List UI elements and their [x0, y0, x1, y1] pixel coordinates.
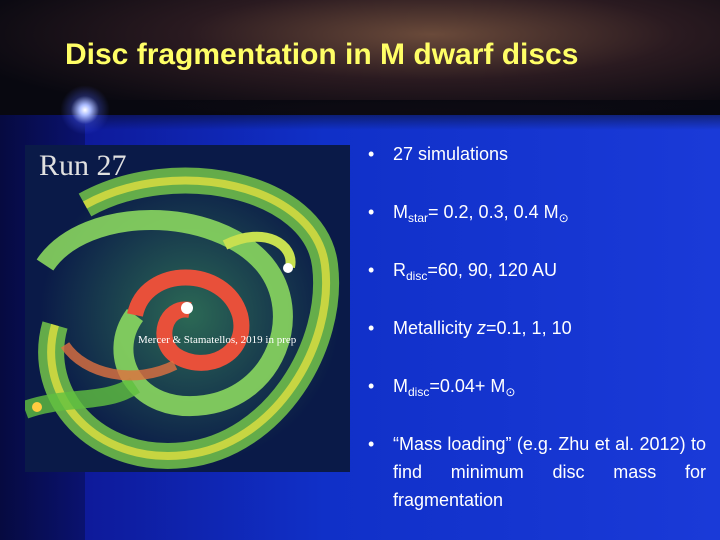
simulation-image: Run 27: [25, 145, 350, 472]
subscript: disc: [406, 269, 428, 283]
star-glow: [60, 85, 110, 135]
space-fade: [0, 100, 720, 130]
bullet-item: Rdisc=60, 90, 120 AU: [368, 256, 706, 314]
subscript: disc: [408, 385, 430, 399]
figure-label: Run 27: [39, 149, 127, 182]
bullet-text: M: [393, 376, 408, 396]
subscript: ⊙: [505, 385, 516, 399]
subscript: ⊙: [558, 211, 569, 225]
bullet-text: z: [477, 318, 487, 338]
bullet-text: =0.1, 1, 10: [486, 318, 572, 338]
bullet-text: R: [393, 260, 406, 280]
bullet-text: = 0.2, 0.3, 0.4 M: [428, 202, 559, 222]
bullet-item: Metallicity z=0.1, 1, 10: [368, 314, 706, 372]
bullet-text: Metallicity: [393, 318, 478, 338]
bullet-text: “Mass loading” (e.g. Zhu et al. 2012) to…: [393, 434, 706, 510]
bullet-text: =0.04+ M: [429, 376, 506, 396]
bullet-item: Mdisc=0.04+ M⊙: [368, 372, 706, 430]
subscript: star: [408, 211, 429, 225]
bullet-list: 27 simulationsMstar= 0.2, 0.3, 0.4 M⊙Rdi…: [368, 140, 706, 514]
bullet-text: =60, 90, 120 AU: [427, 260, 557, 280]
bullet-item: 27 simulations: [368, 140, 706, 198]
bullet-item: Mstar= 0.2, 0.3, 0.4 M⊙: [368, 198, 706, 256]
bullet-text: 27 simulations: [393, 144, 509, 164]
figure-caption: Mercer & Stamatellos, 2019 in prep: [138, 334, 297, 346]
space-background: [0, 0, 720, 115]
bullet-text: M: [393, 202, 408, 222]
slide-title: Disc fragmentation in M dwarf discs: [65, 38, 579, 71]
disc-render: [25, 165, 340, 469]
bullet-item: “Mass loading” (e.g. Zhu et al. 2012) to…: [368, 430, 706, 514]
